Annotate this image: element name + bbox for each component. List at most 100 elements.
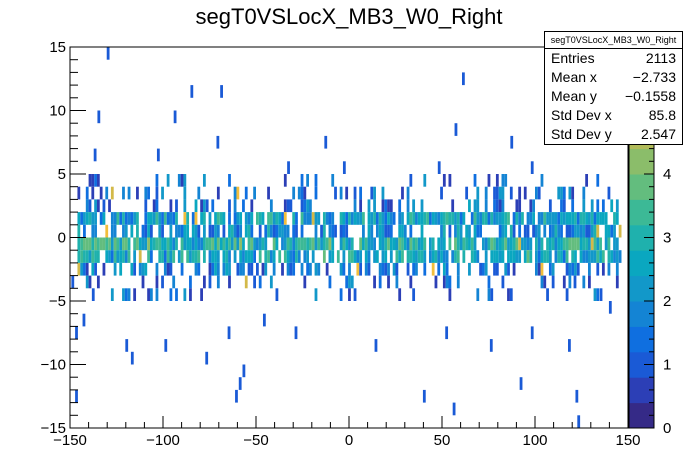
heatmap-cell [211, 224, 215, 238]
heatmap-cell [80, 250, 84, 263]
heatmap-cell [574, 262, 577, 276]
heatmap-cell [322, 250, 326, 263]
heatmap-cell [387, 199, 390, 213]
heatmap-cell [535, 186, 538, 200]
heatmap-cell [543, 275, 547, 289]
heatmap-cell [571, 199, 575, 213]
heatmap-cell [362, 224, 365, 238]
heatmap-cell [576, 262, 580, 276]
heatmap-cell [498, 250, 502, 263]
heatmap-cell [99, 212, 103, 225]
heatmap-cell [579, 250, 583, 263]
heatmap-cell [384, 250, 388, 263]
heatmap-cell [233, 250, 237, 263]
heatmap-cell [169, 288, 173, 301]
heatmap-cell [348, 288, 351, 301]
heatmap-cell [412, 199, 416, 213]
heatmap-cell [113, 212, 117, 225]
y-axis: −15 −10 −5 0 5 10 15 [41, 39, 86, 437]
heatmap-cell [384, 237, 388, 251]
heatmap-cell [286, 199, 290, 213]
heatmap-cell [342, 237, 346, 251]
heatmap-cell [292, 262, 296, 276]
heatmap-cell [487, 212, 491, 225]
heatmap-cell [373, 186, 376, 200]
heatmap-cell [238, 377, 242, 390]
heatmap-cell [186, 212, 190, 225]
heatmap-cell [442, 237, 446, 251]
heatmap-cell [130, 351, 134, 365]
heatmap-cell [588, 275, 591, 289]
heatmap-cell [216, 237, 220, 251]
heatmap-cell [133, 212, 137, 225]
heatmap-cell [593, 250, 597, 263]
heatmap-cell [85, 237, 89, 251]
heatmap-cell [526, 212, 530, 225]
heatmap-cell [479, 224, 482, 238]
heatmap-cell [504, 212, 508, 225]
heatmap-cell [71, 275, 75, 289]
heatmap-cell [328, 212, 332, 225]
heatmap-cell [535, 224, 538, 238]
heatmap-cell [133, 262, 137, 276]
palette-tick-label: 3 [663, 230, 671, 247]
heatmap-cell [281, 212, 284, 225]
heatmap-cell [518, 250, 522, 263]
heatmap-cell [476, 288, 480, 301]
heatmap-cell [476, 186, 480, 200]
heatmap-cell [205, 237, 209, 251]
heatmap-cell [272, 237, 276, 251]
heatmap-cell [169, 237, 173, 251]
heatmap-cell [289, 262, 293, 276]
heatmap-cell [186, 224, 190, 238]
heatmap-cell [155, 288, 159, 301]
heatmap-cell [590, 250, 594, 263]
heatmap-cell [509, 237, 513, 251]
heatmap-cell [384, 224, 388, 238]
heatmap-cell [590, 237, 594, 251]
heatmap-cell [164, 339, 168, 352]
heatmap-cell [133, 237, 137, 251]
heatmap-cell [297, 186, 301, 200]
heatmap-cell [175, 237, 178, 251]
heatmap-cell [481, 212, 485, 225]
heatmap-cell [519, 377, 523, 390]
heatmap-cell [169, 199, 173, 213]
heatmap-cell [348, 237, 351, 251]
heatmap-cell [359, 212, 363, 225]
heatmap-cell [422, 389, 426, 403]
heatmap-cell [189, 288, 192, 301]
heatmap-cell [163, 262, 167, 276]
heatmap-cell [97, 110, 101, 124]
heatmap-cell [493, 212, 496, 225]
heatmap-cell [465, 237, 469, 251]
heatmap-cell [292, 250, 296, 263]
heatmap-cell [177, 224, 181, 238]
heatmap-cell [389, 212, 393, 225]
heatmap-cell [350, 237, 354, 251]
heatmap-cell [278, 250, 282, 263]
heatmap-cell [501, 250, 505, 263]
heatmap-cell [289, 250, 293, 263]
heatmap-cell [367, 237, 371, 251]
heatmap-cell [576, 237, 580, 251]
heatmap-cell [367, 199, 371, 213]
heatmap-cell [152, 199, 156, 213]
heatmap-cell [269, 250, 273, 263]
heatmap-cell [242, 364, 246, 378]
heatmap-cell [233, 212, 237, 225]
heatmap-cell [216, 212, 220, 225]
heatmap-cell [292, 237, 296, 251]
heatmap-cell [303, 212, 307, 225]
heatmap-cell [498, 199, 502, 213]
heatmap-cell [560, 212, 563, 225]
heatmap-cell [244, 186, 248, 200]
stats-row-mean-x: Mean x −2.733 [545, 68, 682, 87]
heatmap-cell [186, 237, 190, 251]
heatmap-cell [334, 186, 337, 200]
heatmap-cell [225, 237, 229, 251]
heatmap-cell [91, 212, 95, 225]
heatmap-cell [523, 186, 527, 200]
heatmap-cell [189, 250, 192, 263]
heatmap-cell [138, 250, 142, 263]
